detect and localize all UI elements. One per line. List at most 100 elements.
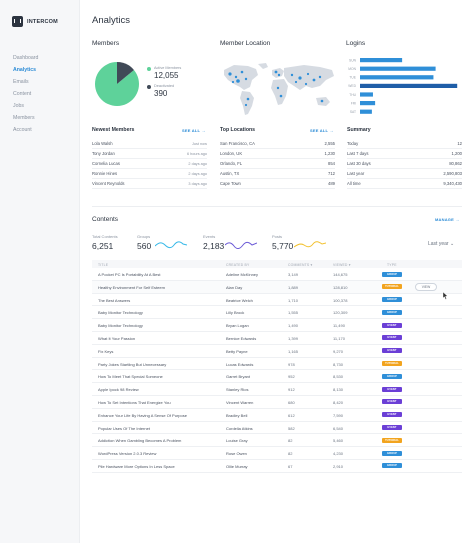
location-row[interactable]: Orlando, FL 854: [220, 159, 335, 169]
cell-comments: 612: [288, 412, 295, 418]
summary-row[interactable]: Last 30 days 80,862: [347, 159, 462, 169]
summary-row[interactable]: Last 7 days 1,200: [347, 149, 462, 159]
table-row[interactable]: Healthy Environment For Self Esteem Alan …: [92, 280, 462, 294]
top-locations-see-all-link[interactable]: SEE ALL →: [310, 128, 334, 133]
view-button[interactable]: VIEW: [415, 282, 437, 291]
sidebar-item-members[interactable]: Members: [13, 115, 35, 121]
cell-title: Fix Keys: [98, 348, 114, 354]
cell-viewed: 7,590: [333, 412, 344, 418]
cell-viewed: 8,530: [333, 374, 344, 380]
member-row[interactable]: Vincent Reynolds 3 days ago: [92, 179, 207, 189]
world-map: [224, 63, 334, 115]
top-locations-list: San Francisco, CA 2,555 London, UK 1,230 Orl…: [220, 139, 335, 189]
active-label: Active Members: [154, 66, 182, 70]
sidebar-item-account[interactable]: Account: [13, 127, 32, 133]
bar-label-mon: MON: [348, 67, 356, 71]
table-row[interactable]: Popular Uses Of The Internet Cordelia Atk…: [92, 422, 462, 435]
col-type[interactable]: TYPE: [387, 262, 397, 267]
type-badge: GROUP: [382, 271, 402, 277]
summary-row[interactable]: Today 12: [347, 139, 462, 149]
sidebar-item-dashboard[interactable]: Dashboard: [13, 55, 39, 61]
members-title: Members: [92, 40, 120, 47]
location-name: San Francisco, CA: [220, 141, 255, 146]
member-row[interactable]: Cornelia Lucas 2 days ago: [92, 159, 207, 169]
table-row[interactable]: Baby Monitor Technology Lilly Brock 1,555 1…: [92, 306, 462, 320]
table-row[interactable]: Enhance Your Life By Having A Sense Of P…: [92, 409, 462, 422]
summary-row[interactable]: All time 9,340,430: [347, 179, 462, 189]
cell-title: A Pocket PC Is Portability At A Best: [98, 272, 161, 277]
period-dropdown[interactable]: Last year ⌄: [428, 241, 455, 247]
bar-label-tue: TUE: [349, 76, 356, 80]
location-row[interactable]: London, UK 1,230: [220, 149, 335, 159]
cell-viewed: 100,378: [333, 297, 348, 303]
bar-tue: [360, 75, 434, 80]
table-row[interactable]: How To Meet That Special Someone Garret B…: [92, 370, 462, 384]
table-row[interactable]: Pile Hardware More Options In Less Space…: [92, 460, 462, 473]
bar-sat: [360, 109, 372, 114]
cell-comments: 1,490: [288, 323, 299, 329]
bar-fri: [360, 101, 376, 106]
location-name: Cape Town: [220, 181, 241, 186]
member-row[interactable]: Lola Walsh Just now: [92, 139, 207, 149]
newest-members-title: Newest Members: [92, 127, 135, 133]
cell-viewed: 4,230: [333, 451, 344, 457]
members-legend: Active Members 12,055 Deactivated 390: [147, 66, 181, 102]
contents-title: Contents: [92, 216, 119, 223]
col-created-by[interactable]: CREATED BY: [226, 262, 250, 267]
location-row[interactable]: Cape Town 489: [220, 179, 335, 189]
col-comments[interactable]: COMMENTS ▾: [288, 262, 313, 267]
summary-name: Last 7 days: [347, 151, 369, 156]
table-row[interactable]: The Best Answers Beatrice Welch 1,710 100,3…: [92, 294, 462, 307]
location-row[interactable]: San Francisco, CA 2,555: [220, 139, 335, 149]
cell-title: Healthy Environment For Self Esteem: [98, 284, 165, 290]
brand[interactable]: INTERCOM: [12, 16, 58, 27]
cell-comments: 82: [288, 438, 293, 444]
member-value: Just now: [192, 141, 207, 146]
active-dot-icon: [147, 67, 151, 71]
table-row[interactable]: Fix Keys Betty Payne 1,165 9,270 EVENT: [92, 345, 462, 358]
member-value: 6 hours ago: [186, 151, 207, 156]
table-row[interactable]: A Pocket PC Is Portability At A Best Adel…: [92, 268, 462, 281]
cell-creator: Bernice Edwards: [226, 335, 257, 341]
summary-row[interactable]: Last year 2,590,803: [347, 169, 462, 179]
groups-sparkline: [155, 241, 187, 249]
col-title[interactable]: TITLE: [98, 262, 109, 267]
location-title: Member Location: [220, 40, 271, 47]
member-row[interactable]: Tony Jordan 6 hours ago: [92, 149, 207, 159]
table-row[interactable]: How To Set Intentions That Energize You V…: [92, 396, 462, 409]
type-badge: EVENT: [382, 399, 402, 405]
cell-creator: Cordelia Atkins: [226, 425, 253, 431]
member-name: Cornelia Lucas: [92, 161, 120, 166]
type-badge: EVENT: [382, 335, 402, 341]
table-row[interactable]: What It Your Passion Bernice Edwards 1,399…: [92, 332, 462, 345]
member-row[interactable]: Ronnie Hines 2 days ago: [92, 169, 207, 179]
sidebar-item-content[interactable]: Content: [13, 91, 32, 97]
location-row[interactable]: Austin, TX 712: [220, 169, 335, 179]
manage-link[interactable]: MANAGE →: [435, 217, 460, 222]
table-row[interactable]: Party Jokes Startling But Unnecessary Luc…: [92, 358, 462, 371]
type-badge: GROUP: [382, 309, 402, 315]
cell-title: Baby Monitor Technology: [98, 310, 143, 316]
summary-name: Last year: [347, 171, 365, 176]
cell-title: How To Meet That Special Someone: [98, 374, 163, 380]
sidebar-item-jobs[interactable]: Jobs: [13, 103, 24, 109]
cell-creator: Adeline McKinney: [226, 272, 259, 277]
table-row[interactable]: Apple Ipock 98 Review Stanley Rios 912 8,13…: [92, 383, 462, 396]
table-row[interactable]: WordPress Version 2.0.3 Review Rose Owen 8…: [92, 447, 462, 460]
col-viewed[interactable]: VIEWED ▾: [333, 262, 351, 267]
bar-label-fri: FRI: [351, 101, 356, 105]
sidebar: INTERCOM Dashboard Analytics Emails Content…: [0, 0, 80, 543]
cell-viewed: 128,810: [333, 284, 348, 290]
cell-title: Party Jokes Startling But Unnecessary: [98, 361, 167, 367]
cell-viewed: 8,130: [333, 387, 344, 393]
pie-slice-deactivated: [117, 62, 134, 84]
table-row[interactable]: Baby Monitor Technology Bryan Logan 1,490 1…: [92, 319, 462, 332]
sidebar-item-emails[interactable]: Emails: [13, 79, 29, 85]
table-row[interactable]: Addiction When Gambling Becomes A Proble…: [92, 434, 462, 448]
summary-title: Summary: [347, 127, 371, 133]
cell-creator: Stanley Rios: [226, 387, 249, 393]
sidebar-item-analytics[interactable]: Analytics: [13, 67, 37, 73]
summary-name: Today: [347, 141, 359, 146]
cell-title: Addiction When Gambling Becomes A Proble…: [98, 438, 182, 444]
newest-members-see-all-link[interactable]: SEE ALL →: [182, 128, 206, 133]
